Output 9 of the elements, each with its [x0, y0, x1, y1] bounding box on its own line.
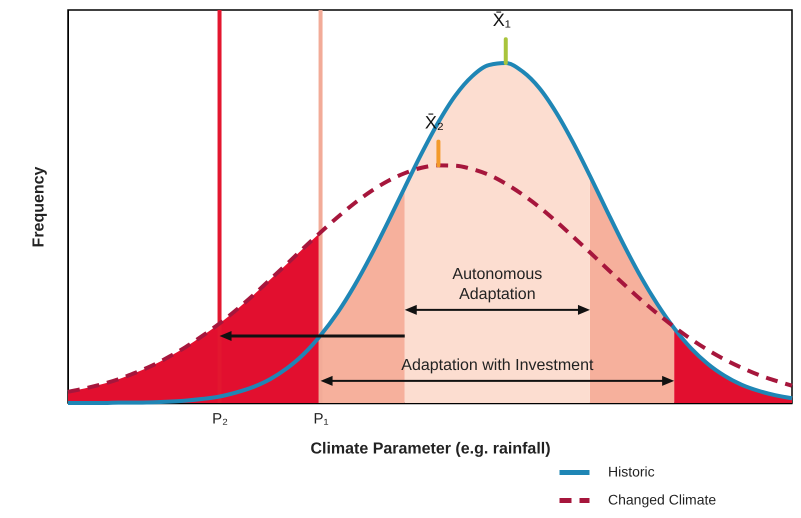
legend-label: Changed Climate: [608, 492, 716, 508]
x-tick-label: P₂: [212, 410, 228, 428]
y-axis-title: Frequency: [30, 166, 48, 248]
legend-label: Historic: [608, 464, 655, 480]
x-tick-label: P₁: [314, 410, 329, 428]
annotation: X̄₁: [492, 10, 511, 30]
annotation: Autonomous Adaptation: [452, 266, 542, 303]
x-axis-title: Climate Parameter (e.g. rainfall): [310, 440, 551, 458]
annotation: Adaptation with Investment: [401, 356, 594, 374]
